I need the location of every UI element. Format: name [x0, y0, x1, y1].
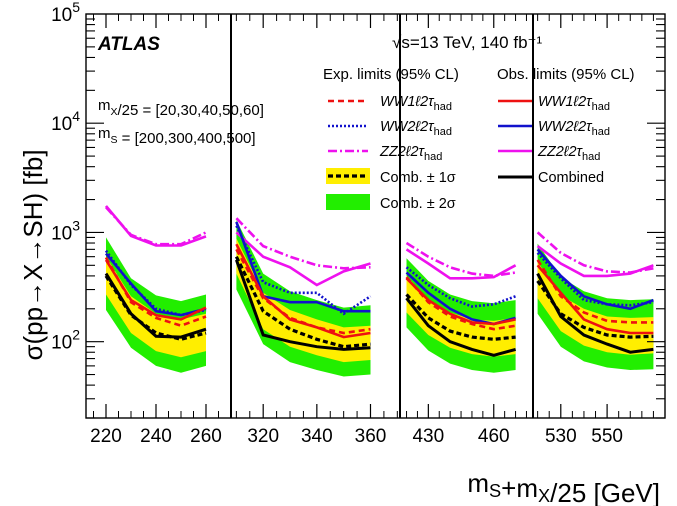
legend-exp-header: Exp. limits (95% CL) — [323, 66, 459, 83]
observed-zz2-panel-300 — [235, 231, 371, 287]
x-tick-label-320: 320 — [247, 426, 279, 447]
legend-obs-ww1: WW1ℓ2τhad — [538, 94, 610, 113]
x-tick-label-240: 240 — [140, 426, 172, 447]
observed-ww2-panel-200 — [105, 252, 207, 317]
observed-comb-panel-400 — [405, 297, 516, 357]
expected-zz2-panel-300 — [235, 217, 371, 270]
legend-exp-comb1: Comb. ± 1σ — [380, 170, 456, 186]
legend: Exp. limits (95% CL) Obs. limits (95% CL)… — [323, 66, 635, 212]
x-tick-label-260: 260 — [190, 426, 222, 447]
observed-ww2-panel-500 — [536, 248, 654, 311]
observed-zz2-panel-200 — [105, 205, 207, 247]
legend-swatch-comb2 — [326, 194, 370, 210]
x-tick-label-530: 530 — [545, 426, 577, 447]
observed-ww1-panel-200 — [104, 259, 207, 321]
expected-ww2-panel-500 — [536, 252, 654, 307]
expected-ww1-panel-500 — [536, 259, 654, 324]
observed-ww1-panel-400 — [405, 277, 516, 326]
legend-obs-zz2: ZZ2ℓ2τhad — [537, 144, 600, 163]
y-tick-label-100000: 105 — [51, 0, 80, 26]
ticks-layer: 220 240 260 320 340 360 430 460 530 550 102 103 104 1… — [51, 0, 666, 447]
y-axis-title: σ(pp→X→SH) [fb] — [18, 149, 48, 360]
x-tick-label-360: 360 — [355, 426, 387, 447]
expected-comb-panel-300 — [234, 255, 371, 349]
observed-comb-panel-200 — [104, 272, 207, 339]
observed-comb-panel-500 — [536, 272, 654, 354]
mass-line-x: mX/25 = [20,30,40,50,60] — [98, 97, 264, 119]
observed-ww1-panel-300 — [235, 243, 371, 339]
lines-layer — [104, 205, 654, 357]
y-tick-label-10000: 104 — [51, 108, 80, 135]
legend-exp-ww1: WW1ℓ2τhad — [380, 94, 452, 113]
observed-ww1-panel-500 — [536, 264, 654, 335]
legend-exp-comb2: Comb. ± 2σ — [380, 196, 456, 212]
observed-zz2-panel-500 — [536, 245, 654, 278]
expected-ww1-panel-400 — [405, 276, 516, 331]
energy-label: √s=13 TeV, 140 fb⁻¹ — [392, 33, 543, 52]
x-tick-label-340: 340 — [301, 426, 333, 447]
band-1sigma-panel-200 — [106, 256, 206, 358]
plot-frame — [85, 13, 666, 419]
x-tick-label-550: 550 — [591, 426, 623, 447]
x-tick-label-430: 430 — [412, 426, 444, 447]
experiment-label: ATLAS — [97, 34, 160, 55]
mass-line-s: mS = [200,300,400,500] — [98, 125, 256, 147]
y-tick-label-100: 102 — [51, 327, 80, 354]
legend-exp-zz2: ZZ2ℓ2τhad — [379, 144, 442, 163]
legend-obs-ww2: WW2ℓ2τhad — [538, 119, 610, 138]
band-1sigma-panel-300 — [236, 238, 371, 363]
band-1sigma-panel-400 — [406, 275, 516, 357]
legend-obs-header: Obs. limits (95% CL) — [497, 66, 635, 83]
observed-zz2-panel-400 — [405, 248, 517, 280]
observed-comb-panel-300 — [234, 259, 371, 351]
legend-obs-comb: Combined — [538, 170, 604, 186]
expected-ww2-panel-400 — [405, 266, 517, 308]
frame-layer — [85, 13, 666, 419]
observed-ww2-panel-300 — [235, 221, 371, 313]
expected-comb-panel-400 — [405, 293, 516, 341]
y-tick-label-1000: 103 — [51, 217, 80, 244]
legend-exp-ww2: WW2ℓ2τhad — [380, 119, 452, 138]
x-tick-label-460: 460 — [478, 426, 510, 447]
x-axis-title: mS+mX/25 [GeV] — [467, 468, 660, 506]
x-tick-label-220: 220 — [90, 426, 122, 447]
